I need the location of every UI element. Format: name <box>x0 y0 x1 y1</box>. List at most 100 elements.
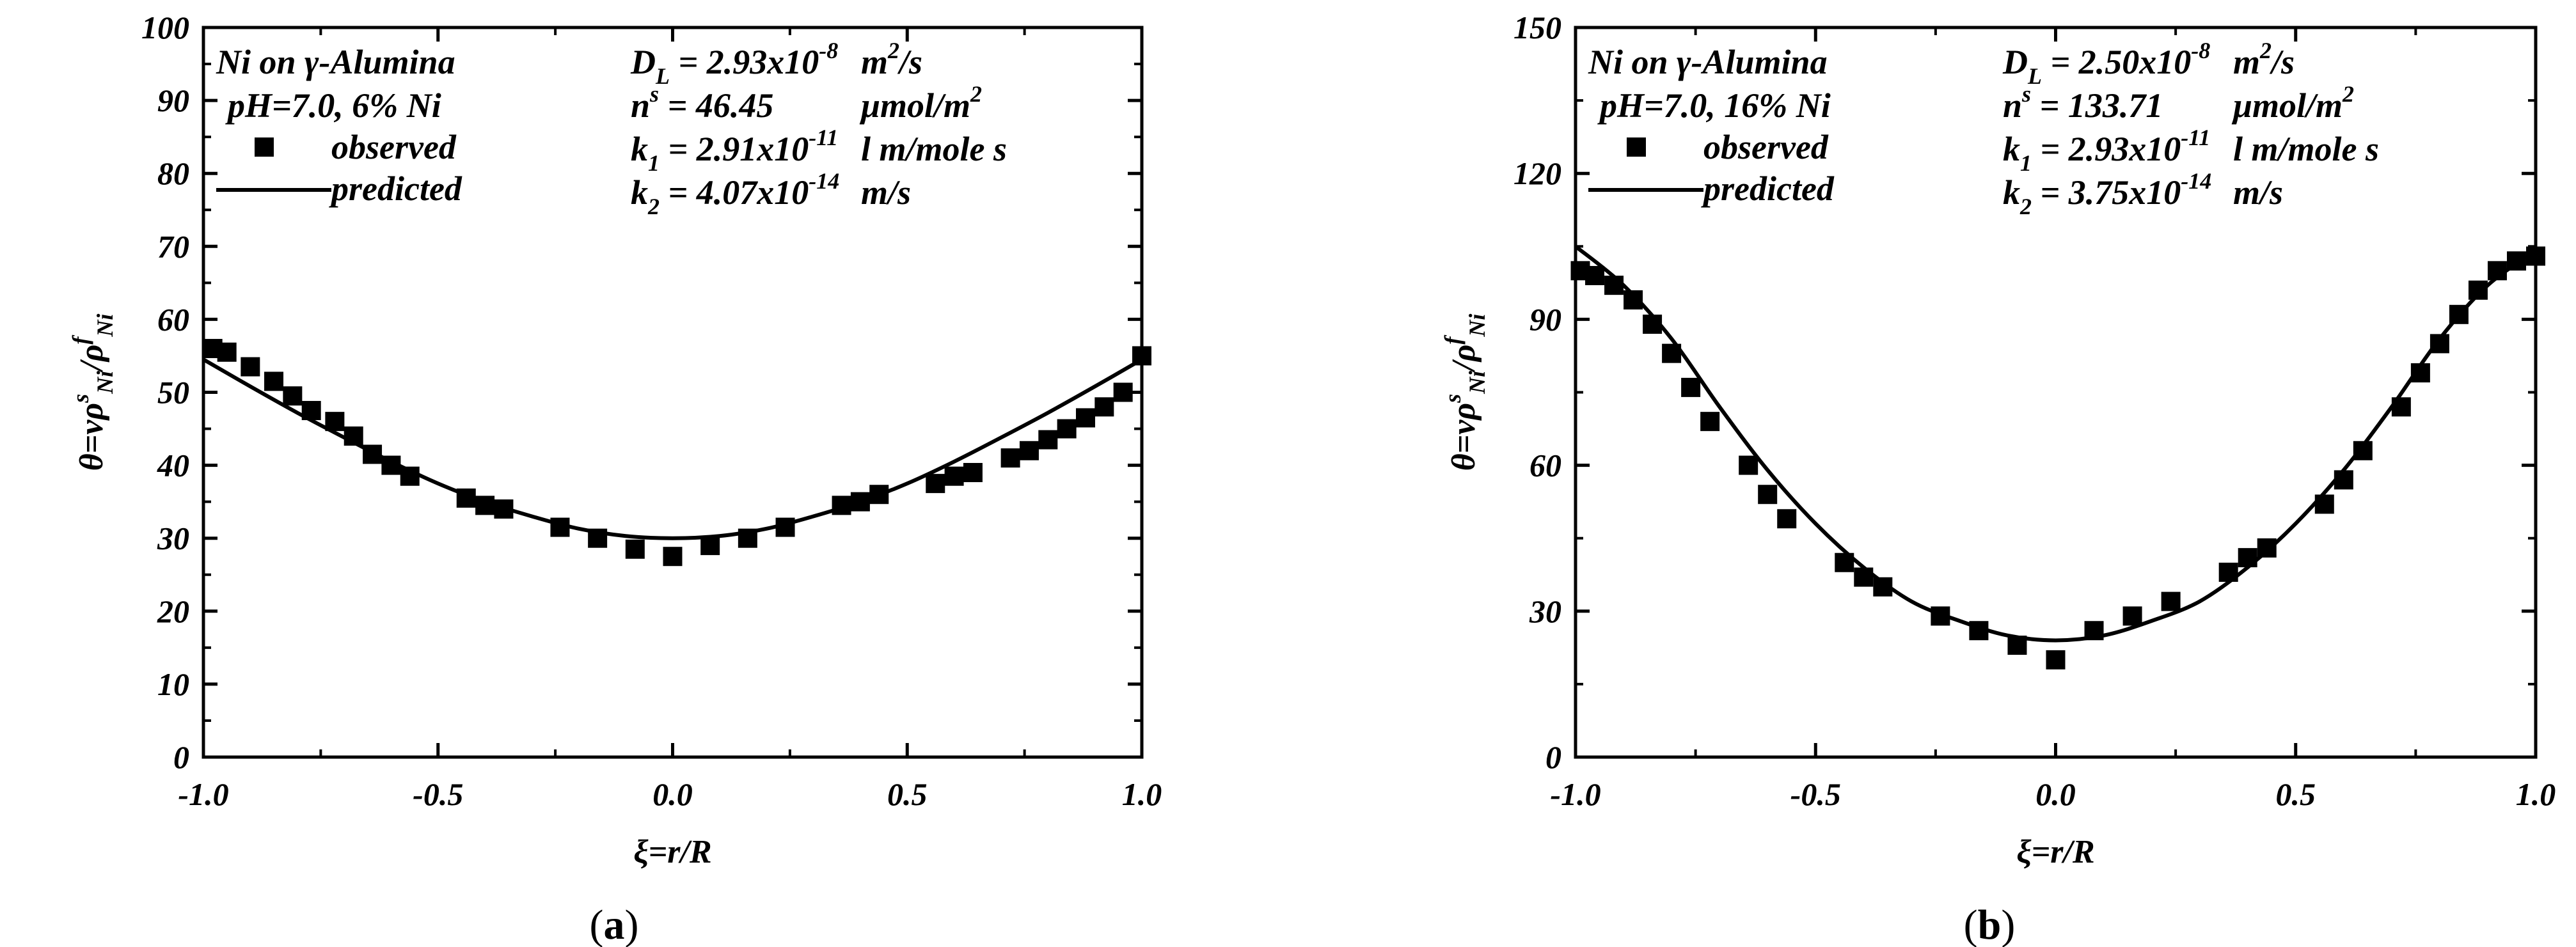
x-tick-label: 0.5 <box>887 776 928 812</box>
param-unit: m/s <box>861 173 911 212</box>
y-axis-label: θ=νρsNi/ρfNi <box>1440 314 1490 471</box>
y-tick-label: 40 <box>157 448 189 483</box>
observed-point <box>2122 606 2142 626</box>
observed-point <box>1094 397 1114 417</box>
observed-point <box>550 517 570 537</box>
x-tick-label: 1.0 <box>1122 776 1162 812</box>
observed-point <box>1739 455 1758 475</box>
y-tick-label: 30 <box>1529 593 1561 629</box>
observed-point <box>1700 412 1720 432</box>
param-row: k2 = 4.07x10-14 <box>631 168 839 219</box>
param-unit: m2/s <box>861 38 922 81</box>
observed-point <box>2506 251 2526 271</box>
param-unit: μmol/m2 <box>2231 81 2354 125</box>
legend-observed-marker <box>255 137 274 157</box>
observed-point <box>283 386 303 406</box>
observed-point <box>1075 408 1095 428</box>
y-tick-label: 50 <box>157 375 189 411</box>
observed-point <box>241 357 260 377</box>
observed-point <box>2218 562 2238 582</box>
observed-point <box>325 412 345 432</box>
observed-point <box>1854 567 1874 587</box>
observed-point <box>1604 276 1624 295</box>
predicted-line <box>1574 244 2537 643</box>
observed-point <box>832 496 851 515</box>
observed-point <box>1000 448 1020 468</box>
y-tick-label: 90 <box>1529 301 1561 337</box>
x-tick-label: -1.0 <box>1550 776 1600 812</box>
y-tick-label: 80 <box>157 155 189 191</box>
observed-point <box>2526 246 2545 266</box>
y-tick-label: 60 <box>157 301 189 337</box>
y-axis-label: θ=νρsNi/ρfNi <box>68 314 118 471</box>
y-tick-label: 90 <box>157 82 189 118</box>
panel-caption: (a) <box>590 902 639 947</box>
param-unit: m2/s <box>2233 38 2295 81</box>
x-tick-label: -1.0 <box>178 776 228 812</box>
observed-point <box>217 342 237 362</box>
observed-point <box>2391 397 2411 417</box>
y-tick-label: 60 <box>1529 448 1561 483</box>
observed-point <box>1624 290 1643 309</box>
legend-subtitle: pH=7.0, 16% Ni <box>1597 86 1831 125</box>
observed-point <box>1777 509 1797 529</box>
x-tick-label: 0.0 <box>2035 776 2076 812</box>
observed-point <box>2410 363 2430 383</box>
chart-panel-a: 0 10 20 30 40 50 60 70 80 90 100 -1.0 -0.5 0.0 0.5 1.0 ξ… <box>68 10 1162 947</box>
legend-predicted-label: predicted <box>1701 169 1835 208</box>
y-tick-label: 0 <box>173 739 189 775</box>
observed-point <box>1662 343 1682 363</box>
y-tick-label: 0 <box>1545 739 1561 775</box>
y-tick-label: 70 <box>157 228 189 264</box>
observed-point <box>475 496 495 515</box>
observed-point <box>363 444 383 464</box>
observed-point <box>663 547 683 567</box>
observed-point <box>2084 621 2104 641</box>
observed-point <box>494 499 514 519</box>
panel-caption: (b) <box>1964 902 2016 947</box>
observed-point <box>1057 419 1077 439</box>
y-tick-label: 10 <box>157 666 189 702</box>
y-tick-label: 120 <box>1513 155 1561 191</box>
observed-point <box>344 426 363 446</box>
observed-point <box>1758 485 1778 505</box>
x-tick-label: 1.0 <box>2516 776 2556 812</box>
x-tick-label: -0.5 <box>1790 776 1841 812</box>
param-row: DL = 2.93x10-8 <box>630 38 838 89</box>
chart-panel-b: 0 30 60 90 120 150 -1.0 -0.5 0.0 0.5 1.0 ξ=r/R θ=νρs… <box>1440 10 2556 947</box>
observed-point <box>1113 382 1133 402</box>
observed-point <box>944 466 964 486</box>
y-tick-label: 150 <box>1513 10 1561 45</box>
legend-subtitle: pH=7.0, 6% Ni <box>225 86 441 125</box>
observed-point <box>963 463 983 483</box>
observed-point <box>2314 494 2334 514</box>
param-unit: μmol/m2 <box>859 81 982 125</box>
legend-predicted-label: predicted <box>329 169 462 208</box>
x-axis-label: ξ=r/R <box>2016 834 2094 870</box>
observed-point <box>2257 538 2277 558</box>
observed-point <box>2161 591 2181 611</box>
param-row: DL = 2.50x10-8 <box>2002 38 2210 89</box>
observed-point <box>1585 265 1605 285</box>
legend-title: Ni on γ-Alumina <box>1588 43 1828 81</box>
observed-point <box>2007 636 2027 655</box>
observed-point <box>2238 548 2257 568</box>
observed-point <box>850 492 870 512</box>
param-unit: l m/mole s <box>861 130 1007 168</box>
legend-title: Ni on γ-Alumina <box>216 43 455 81</box>
observed-point <box>2430 334 2449 354</box>
observed-point <box>1969 621 1989 641</box>
observed-point <box>1643 315 1663 334</box>
observed-point <box>926 474 945 494</box>
observed-point <box>1019 441 1039 460</box>
observed-point <box>2468 280 2488 300</box>
observed-point <box>400 466 420 486</box>
param-unit: l m/mole s <box>2233 130 2379 168</box>
observed-point <box>1038 430 1058 450</box>
observed-point <box>2487 261 2507 281</box>
legend-observed-marker <box>1627 137 1646 157</box>
x-tick-label: 0.0 <box>652 776 693 812</box>
panel-caption-letter: a <box>604 902 625 947</box>
observed-point <box>1931 606 1950 626</box>
